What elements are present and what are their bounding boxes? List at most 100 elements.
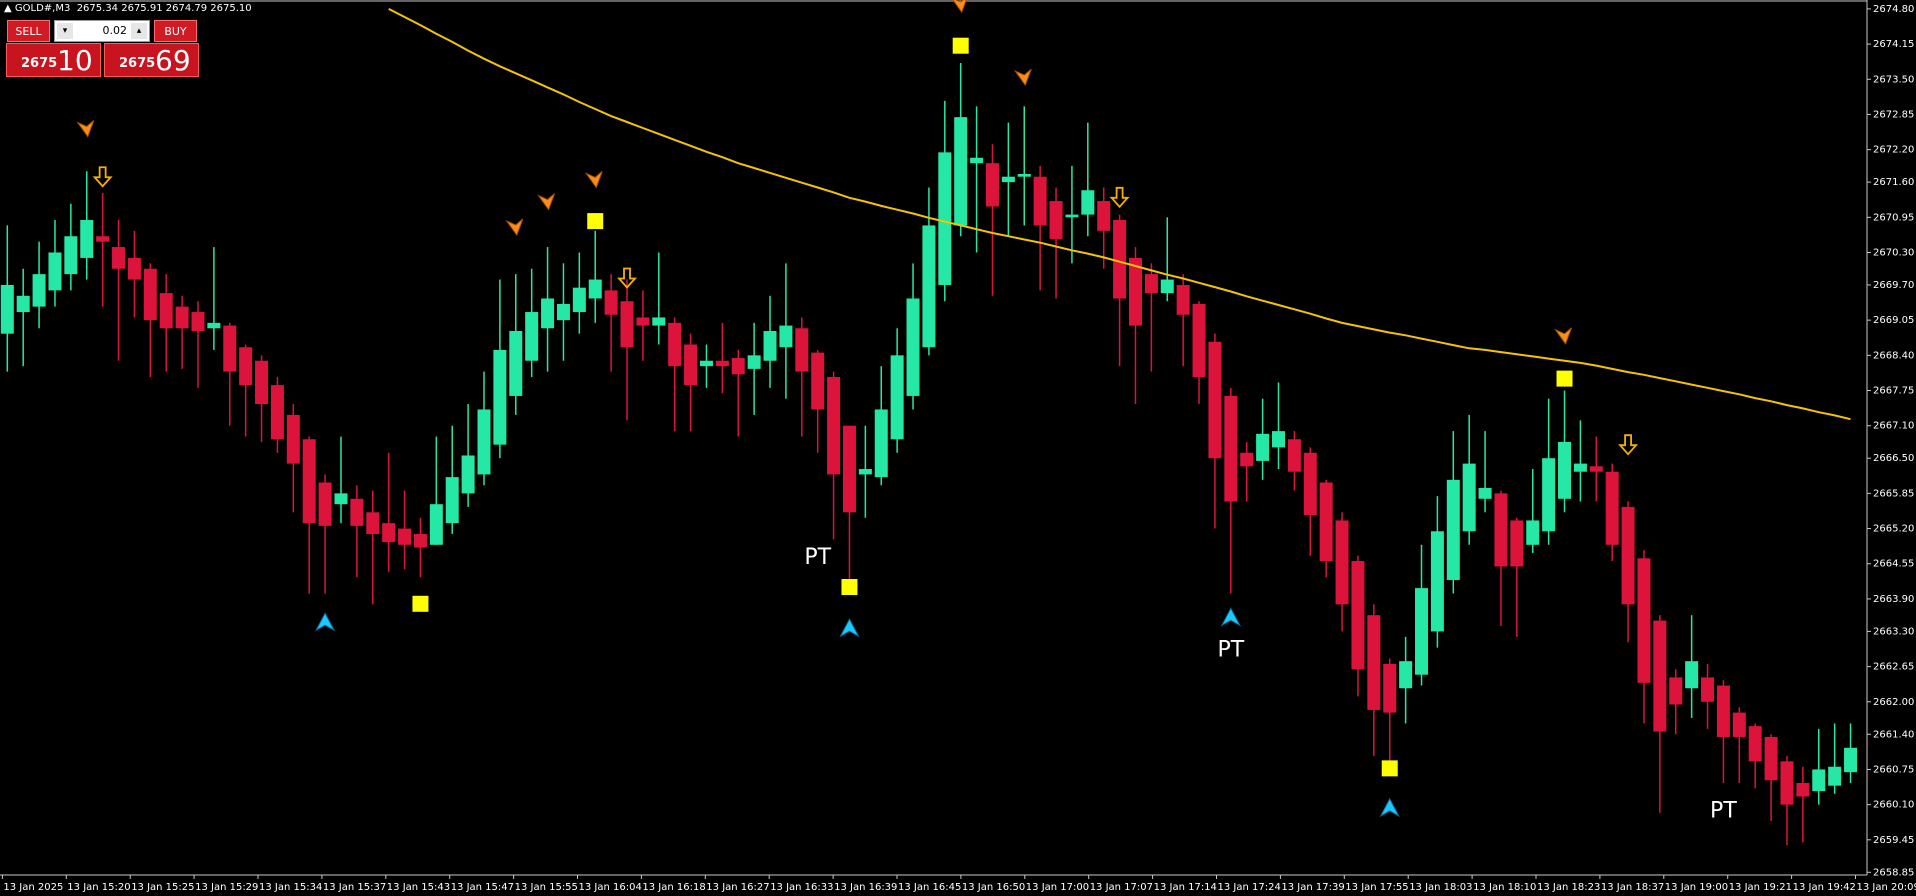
buy-marker [839,618,860,638]
candle-body [445,477,459,524]
y-tick-label: 2661.40 [1873,729,1914,740]
quote: 2675.34 2675.91 2674.79 2675.10 [76,3,252,14]
candle [1844,723,1858,783]
x-tick-label: 13 Jan 19:00 [1665,882,1728,893]
candle-body [1176,284,1190,315]
candle-body [493,349,507,445]
volume-up[interactable]: ▴ [131,23,147,39]
candle-body [1780,761,1794,805]
candle-body [1081,190,1095,215]
candle-body [1144,274,1158,294]
candle [207,247,221,350]
candle-body [398,528,412,545]
candle-body [1812,769,1826,792]
x-tick-label: 13 Jan 18:37 [1601,882,1664,893]
buy-price-small: 2675 [119,56,156,71]
volume-down[interactable]: ▾ [57,23,73,39]
candle-body [159,293,173,329]
x-tick-label: 13 Jan 15:29 [195,882,258,893]
candle [1319,479,1333,578]
candle [1001,122,1015,237]
candle-body [779,325,793,348]
buy-price-big: 69 [155,44,191,77]
candle-body [1685,661,1699,689]
sell-marker [1554,327,1572,345]
candle [604,274,618,372]
candle-body [32,274,46,307]
candle [684,333,698,432]
y-tick-label: 2658.85 [1873,867,1914,878]
down-arrow [617,267,638,289]
x-tick-label: 13 Jan 20:09 [1857,882,1916,893]
candle [1526,469,1540,553]
candle [461,404,475,507]
candle [985,144,999,296]
x-tick-label: 13 Jan 17:55 [1345,882,1408,893]
candle-body [302,439,316,524]
candle [1780,755,1794,846]
x-tick-label: 13 Jan 15:55 [515,882,578,893]
y-tick-label: 2674.15 [1873,39,1914,50]
candle [970,106,984,253]
y-tick-label: 2668.40 [1873,350,1914,361]
candle-body [1383,663,1397,713]
candle [1208,333,1222,529]
volume-box[interactable]: ▾ 0.02 ▴ [54,20,150,42]
candle [588,230,602,323]
candle-body [429,504,443,545]
x-tick-label: 13 Jan 18:23 [1537,882,1600,893]
candle-body [112,247,126,269]
candle-body [175,306,189,329]
y-tick-label: 2662.00 [1873,697,1914,708]
candle [255,355,269,442]
candle [286,404,300,513]
candle [556,263,570,361]
candle-body [858,469,872,475]
buy-price[interactable]: 2675 69 [104,43,199,77]
candle [1494,490,1508,626]
x-tick-label: 13 Jan 15:37 [323,882,386,893]
x-tick-label: 13 Jan 16:39 [834,882,897,893]
candle [1367,604,1381,756]
candle-body [668,322,682,367]
buy-button[interactable]: BUY [154,20,197,42]
candle-body [1399,661,1413,689]
candle [334,436,348,524]
candle-body [763,330,777,361]
candle-body [413,533,427,548]
candle [922,187,936,356]
down-arrow [92,166,113,188]
candle-body [1128,257,1142,326]
candle-body [795,328,809,372]
candle [541,247,555,372]
volume[interactable]: 0.02 [102,24,128,37]
sell-button[interactable]: SELL [7,20,50,42]
y-tick-label: 2660.10 [1873,800,1914,811]
candle [668,317,682,432]
candle [1478,431,1492,513]
x-tick-label: 13 Jan 18:10 [1473,882,1536,893]
candle-body [1351,561,1365,670]
candle-body [1796,782,1810,797]
x-tick-label: 13 Jan 16:45 [898,882,961,893]
candle-body [1732,712,1746,737]
candle-body [588,279,602,299]
y-tick-label: 2667.10 [1873,421,1914,432]
candle [1065,165,1079,264]
candle [1589,436,1603,502]
candle-body [525,312,539,361]
candle-body [318,482,332,526]
symbol: GOLD#,M3 [14,3,71,14]
y-tick-label: 2660.75 [1873,764,1914,775]
y-tick-label: 2674.80 [1873,4,1914,15]
sell-marker [1013,68,1032,87]
candle [1113,214,1127,367]
signal-square [841,579,858,596]
candle-body [731,358,745,375]
sell-price[interactable]: 2675 10 [6,43,101,77]
x-tick-label: 13 Jan 17:14 [1154,882,1217,893]
y-tick-label: 2664.55 [1873,559,1914,570]
candle [302,436,316,594]
candle [1128,247,1142,405]
candle [1716,680,1730,783]
